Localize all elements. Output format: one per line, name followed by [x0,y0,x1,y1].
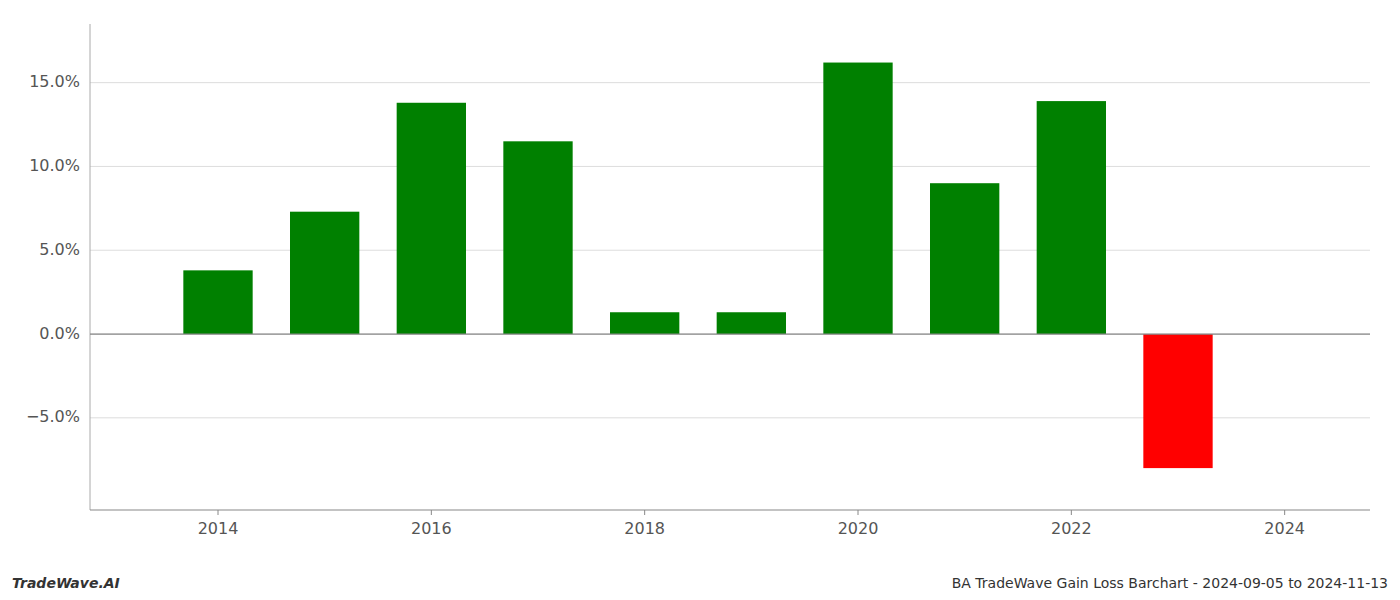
bar [610,312,679,334]
bar [717,312,786,334]
bars [183,63,1212,469]
x-axis-line [90,509,1370,510]
x-tick [858,510,859,515]
chart: −5.0% 0.0% 5.0% 10.0% 15.0% 2014 2016 2018 2020 2… [0,0,1400,600]
bar [1143,334,1212,468]
x-tick [1284,510,1285,515]
x-tick-label: 2022 [1051,519,1092,538]
x-tick [1071,510,1072,515]
x-tick [644,510,645,515]
footer-left: TradeWave.AI [12,575,120,591]
x-tick [431,510,432,515]
grid-line [90,166,1370,167]
x-tick-label: 2014 [198,519,239,538]
y-tick-label: 15.0% [29,72,80,91]
y-tick-label: 10.0% [29,156,80,175]
x-tick-label: 2016 [411,519,452,538]
y-tick-label: −5.0% [26,407,80,426]
bar [397,103,466,334]
x-tick-label: 2020 [838,519,879,538]
grid-line [90,250,1370,251]
y-tick-label: 5.0% [39,240,80,259]
bar [503,141,572,334]
bar [183,270,252,334]
x-tick [218,510,219,515]
x-tick-label: 2024 [1264,519,1305,538]
bar [1037,101,1106,334]
chart-container: −5.0% 0.0% 5.0% 10.0% 15.0% 2014 2016 2018 2020 2… [0,0,1400,600]
grid-line [90,82,1370,83]
bar [290,212,359,334]
y-tick-label: 0.0% [39,324,80,343]
bar [823,63,892,334]
grid-line [90,334,1370,335]
y-axis-line [90,24,91,510]
x-tick-label: 2018 [624,519,665,538]
zero-line [90,333,1370,334]
bar [930,183,999,334]
footer-right: BA TradeWave Gain Loss Barchart - 2024-0… [952,575,1388,591]
